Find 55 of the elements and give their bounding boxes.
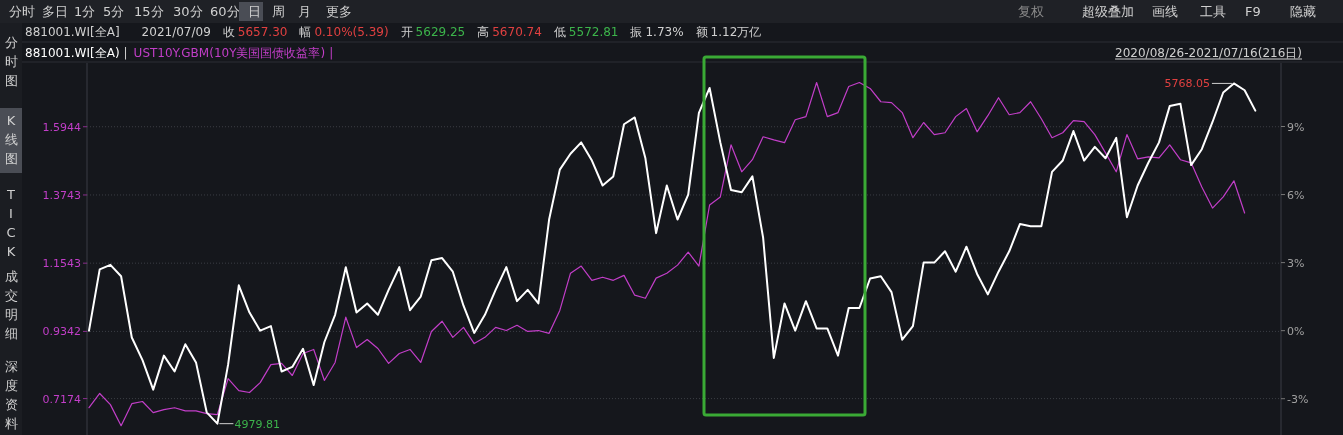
y-tick-label: 1.5944 [42, 120, 81, 134]
y2-tick-label: -3% [1287, 392, 1309, 406]
text: 5分 [103, 4, 125, 19]
text: 5670.74 [492, 25, 542, 39]
y-tick-label: 0.7174 [42, 392, 81, 406]
text: K线图 [4, 113, 18, 166]
text: 振 [630, 25, 643, 39]
text: F9 [1245, 4, 1261, 19]
text: UST10Y.GBM(10Y美国国债收益率) [133, 46, 326, 60]
text: 1.12万亿 [710, 25, 762, 39]
text: 隐藏 [1290, 4, 1316, 19]
text: 高 [477, 25, 490, 39]
text: 收 [222, 25, 235, 39]
text: 分时图 [4, 35, 18, 88]
text: 深度资料 [4, 359, 18, 431]
y2-tick-label: 6% [1287, 188, 1305, 202]
text: 成交明细 [4, 269, 18, 341]
text: 周 [272, 4, 285, 19]
text: 多日 [42, 4, 68, 19]
text: 1.73% [645, 25, 684, 39]
text: 2021/07/09 [141, 25, 211, 39]
annotation: 5768.05 [1164, 77, 1210, 91]
annotation: 4979.81 [234, 417, 280, 431]
text: 开 [400, 25, 413, 39]
text: 日 [248, 4, 261, 19]
text: 复权 [1018, 4, 1044, 19]
y2-tick-label: 3% [1287, 256, 1305, 270]
y2-tick-label: 9% [1287, 120, 1305, 134]
text: 幅 [299, 25, 312, 39]
text: 5572.81 [568, 25, 619, 39]
text: 881001.WI[全A) [25, 46, 120, 60]
text: 60分 [210, 4, 240, 19]
text: 5657.30 [237, 25, 288, 39]
text: 分时 [9, 4, 35, 19]
text: TICK [6, 187, 16, 259]
text: 30分 [173, 4, 203, 19]
chart-subtitle: 2020/08/26-2021/07/16(216日) [1115, 46, 1302, 60]
text: 5629.25 [415, 25, 466, 39]
text: 881001.WI[全A] [25, 25, 120, 39]
text: 低 [553, 25, 566, 39]
text: 1分 [74, 4, 96, 19]
text: 画线 [1152, 4, 1178, 19]
text: | [329, 46, 334, 60]
text: 15分 [134, 4, 164, 19]
text: 工具 [1200, 4, 1226, 19]
y-tick-label: 1.3743 [42, 188, 81, 202]
text: 超级叠加 [1082, 4, 1134, 19]
text: 更多 [326, 4, 352, 19]
text: 月 [298, 4, 311, 19]
y-tick-label: 1.1543 [42, 257, 81, 271]
text: | [123, 46, 128, 60]
y-tick-label: 0.9342 [42, 325, 81, 339]
text: 0.10%(5.39) [314, 25, 389, 39]
y2-tick-label: 0% [1287, 324, 1305, 338]
text: 额 [695, 25, 708, 39]
